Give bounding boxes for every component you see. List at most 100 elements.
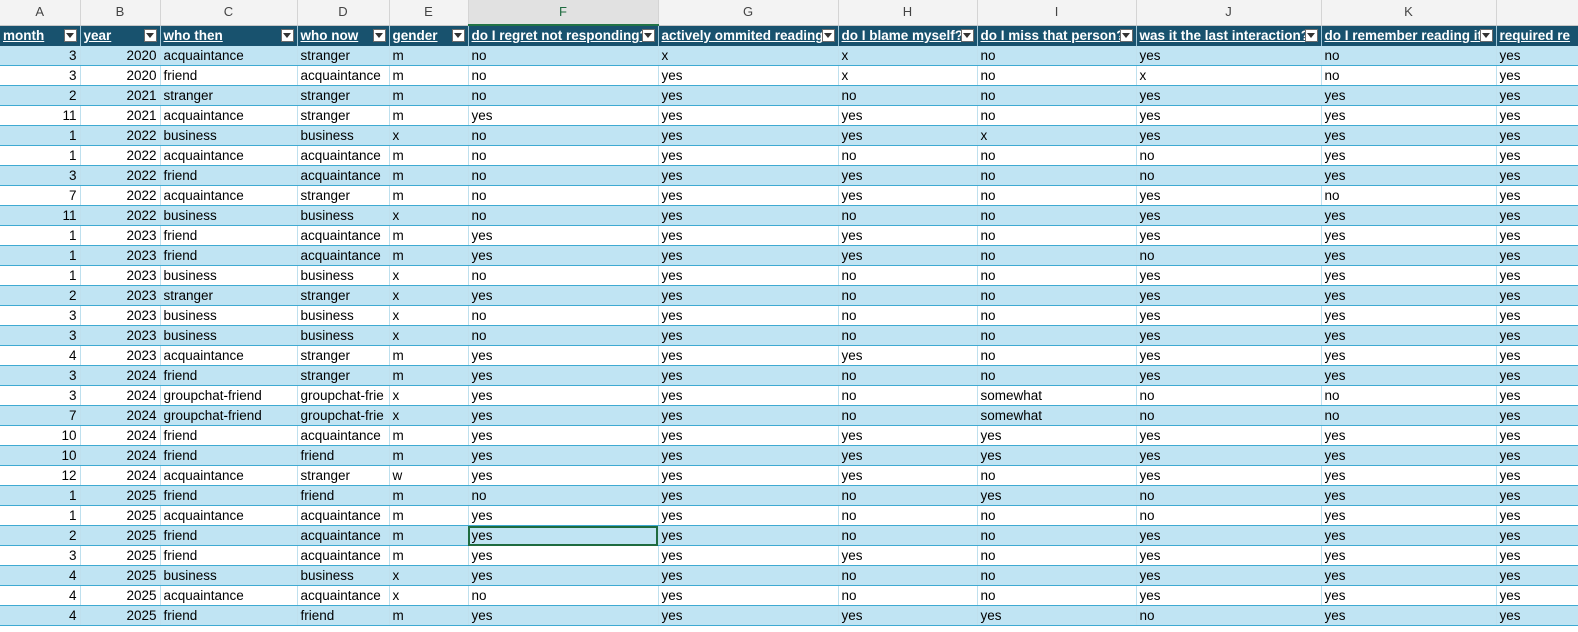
- table-cell[interactable]: yes: [1136, 85, 1322, 106]
- table-cell[interactable]: acquaintance: [297, 505, 390, 526]
- table-cell[interactable]: 1: [0, 245, 81, 266]
- table-cell[interactable]: no: [977, 325, 1137, 346]
- table-cell[interactable]: business: [297, 305, 390, 326]
- table-cell[interactable]: no: [468, 585, 659, 606]
- table-cell[interactable]: business: [297, 205, 390, 226]
- table-cell[interactable]: yes: [1136, 285, 1322, 306]
- table-cell[interactable]: business: [297, 325, 390, 346]
- table-cell[interactable]: yes: [1136, 465, 1322, 486]
- table-cell[interactable]: yes: [1321, 165, 1497, 186]
- table-cell[interactable]: yes: [838, 245, 978, 266]
- table-cell[interactable]: x: [389, 205, 469, 226]
- filter-dropdown-icon[interactable]: [641, 29, 655, 42]
- table-cell[interactable]: no: [977, 285, 1137, 306]
- table-cell[interactable]: yes: [1321, 345, 1497, 366]
- column-letter-i[interactable]: I: [977, 0, 1137, 26]
- table-cell[interactable]: yes: [838, 105, 978, 126]
- table-cell[interactable]: yes: [658, 85, 839, 106]
- table-cell[interactable]: no: [1136, 245, 1322, 266]
- table-cell[interactable]: yes: [1321, 505, 1497, 526]
- table-cell[interactable]: friend: [297, 445, 390, 466]
- table-cell[interactable]: stranger: [297, 285, 390, 306]
- table-cell[interactable]: acquaintance: [297, 525, 390, 546]
- table-cell[interactable]: x: [389, 385, 469, 406]
- table-cell[interactable]: yes: [658, 165, 839, 186]
- table-cell[interactable]: no: [977, 265, 1137, 286]
- table-cell[interactable]: 2023: [80, 305, 161, 326]
- table-cell[interactable]: yes: [838, 425, 978, 446]
- table-cell[interactable]: 2024: [80, 465, 161, 486]
- table-cell[interactable]: yes: [468, 345, 659, 366]
- table-cell[interactable]: yes: [1321, 525, 1497, 546]
- table-cell[interactable]: no: [468, 85, 659, 106]
- column-letter-k[interactable]: K: [1321, 0, 1497, 26]
- table-cell[interactable]: business: [160, 205, 298, 226]
- table-cell[interactable]: no: [977, 225, 1137, 246]
- column-letter-j[interactable]: J: [1136, 0, 1322, 26]
- table-cell[interactable]: 2021: [80, 105, 161, 126]
- table-cell[interactable]: yes: [838, 445, 978, 466]
- table-cell[interactable]: yes: [658, 385, 839, 406]
- table-cell[interactable]: friend: [160, 425, 298, 446]
- table-cell[interactable]: 1: [0, 145, 81, 166]
- table-cell[interactable]: 2024: [80, 365, 161, 386]
- filter-dropdown-icon[interactable]: [1479, 28, 1493, 42]
- table-cell[interactable]: yes: [658, 345, 839, 366]
- filter-dropdown-icon[interactable]: [821, 28, 835, 42]
- column-header[interactable]: do I miss that person?: [977, 25, 1137, 46]
- table-cell[interactable]: acquaintance: [160, 345, 298, 366]
- table-cell[interactable]: no: [977, 165, 1137, 186]
- table-cell[interactable]: yes: [1496, 445, 1578, 466]
- table-cell[interactable]: m: [389, 505, 469, 526]
- table-cell[interactable]: friend: [160, 225, 298, 246]
- column-header[interactable]: gender: [389, 25, 469, 46]
- table-cell[interactable]: x: [658, 46, 839, 66]
- table-cell[interactable]: m: [389, 105, 469, 126]
- table-cell[interactable]: yes: [1496, 205, 1578, 226]
- table-cell[interactable]: m: [389, 85, 469, 106]
- table-cell[interactable]: yes: [468, 225, 659, 246]
- table-cell[interactable]: friend: [160, 165, 298, 186]
- table-cell[interactable]: no: [977, 185, 1137, 206]
- table-cell[interactable]: yes: [658, 245, 839, 266]
- table-cell[interactable]: stranger: [297, 185, 390, 206]
- column-header[interactable]: actively ommited reading: [658, 25, 839, 46]
- table-cell[interactable]: yes: [1321, 225, 1497, 246]
- table-cell[interactable]: no: [468, 185, 659, 206]
- table-cell[interactable]: yes: [977, 485, 1137, 506]
- column-letter-c[interactable]: C: [160, 0, 298, 26]
- table-cell[interactable]: yes: [1321, 565, 1497, 586]
- table-cell[interactable]: acquaintance: [160, 505, 298, 526]
- table-cell[interactable]: yes: [838, 465, 978, 486]
- table-cell[interactable]: m: [389, 605, 469, 626]
- table-cell[interactable]: m: [389, 65, 469, 86]
- table-cell[interactable]: 2024: [80, 385, 161, 406]
- table-cell[interactable]: yes: [1321, 85, 1497, 106]
- table-cell[interactable]: m: [389, 345, 469, 366]
- table-cell[interactable]: 2025: [80, 485, 161, 506]
- table-cell[interactable]: 2: [0, 285, 81, 306]
- table-cell[interactable]: yes: [658, 425, 839, 446]
- table-cell[interactable]: yes: [1321, 285, 1497, 306]
- table-cell[interactable]: yes: [658, 125, 839, 146]
- table-cell[interactable]: no: [468, 165, 659, 186]
- table-cell[interactable]: 3: [0, 165, 81, 186]
- table-cell[interactable]: no: [977, 245, 1137, 266]
- column-header[interactable]: do I remember reading it: [1321, 25, 1497, 46]
- table-cell[interactable]: friend: [160, 485, 298, 506]
- table-cell[interactable]: yes: [1136, 305, 1322, 326]
- table-cell[interactable]: yes: [658, 105, 839, 126]
- table-cell[interactable]: 1: [0, 125, 81, 146]
- table-cell[interactable]: yes: [658, 445, 839, 466]
- table-cell[interactable]: yes: [1136, 205, 1322, 226]
- table-cell[interactable]: stranger: [297, 46, 390, 66]
- table-cell[interactable]: yes: [1136, 525, 1322, 546]
- table-cell[interactable]: no: [977, 525, 1137, 546]
- table-cell[interactable]: groupchat-friend: [160, 405, 298, 426]
- table-cell[interactable]: 1: [0, 265, 81, 286]
- table-cell[interactable]: yes: [1496, 325, 1578, 346]
- table-cell[interactable]: m: [389, 365, 469, 386]
- table-cell[interactable]: yes: [468, 245, 659, 266]
- table-cell[interactable]: no: [468, 265, 659, 286]
- column-header[interactable]: who then: [160, 25, 298, 46]
